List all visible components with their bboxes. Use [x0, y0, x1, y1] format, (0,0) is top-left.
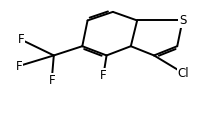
Text: Cl: Cl — [178, 67, 189, 80]
Text: S: S — [179, 14, 186, 27]
Text: F: F — [48, 74, 55, 87]
Text: F: F — [16, 60, 22, 72]
Text: F: F — [18, 33, 24, 46]
Text: F: F — [100, 69, 107, 82]
